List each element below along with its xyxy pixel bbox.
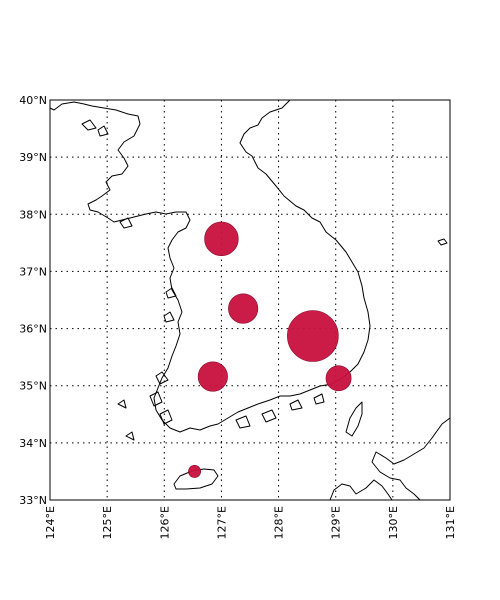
longitude-tick-label: 129°E [330,506,343,539]
map-frame [49,99,451,501]
south-islets [235,393,325,429]
latitude-tick-label: 39°N [19,151,47,164]
city-marker [204,221,239,257]
city-marker [287,310,339,362]
longitude-tick-labels: 124°E 125°E 126°E 127°E 128°E 129°E 130°E 131°E [44,506,457,539]
city-marker [325,365,352,392]
latitude-tick-label: 33°N [19,494,47,507]
tsushima-island [345,401,363,437]
peninsula-coastline [49,99,371,433]
city-markers [188,221,352,478]
japan-coastline [371,417,451,501]
longitude-tick-label: 131°E [444,506,457,539]
longitude-tick-label: 125°E [101,506,114,539]
longitude-tick-label: 128°E [273,506,286,539]
ulleung-island [437,238,448,246]
longitude-tick-label: 124°E [44,506,57,539]
gridlines [50,100,450,500]
latitude-tick-labels: 33°N 34°N 35°N 36°N 37°N 38°N 39°N 40°N [19,94,47,507]
kyushu-coastline [329,479,393,501]
north-islets [81,119,133,229]
latitude-tick-label: 40°N [19,94,47,107]
longitude-tick-label: 127°E [215,506,228,539]
jeju-island [173,468,219,490]
longitude-tick-label: 130°E [387,506,400,539]
latitude-tick-label: 38°N [19,208,47,221]
city-marker [188,464,202,478]
latitude-tick-label: 35°N [19,380,47,393]
longitude-tick-label: 126°E [158,506,171,539]
west-islets [117,287,177,441]
coastlines [49,99,451,501]
city-marker [197,361,228,392]
latitude-tick-label: 37°N [19,265,47,278]
latitude-tick-label: 34°N [19,437,47,450]
city-marker [228,293,259,324]
latitude-tick-label: 36°N [19,323,47,336]
